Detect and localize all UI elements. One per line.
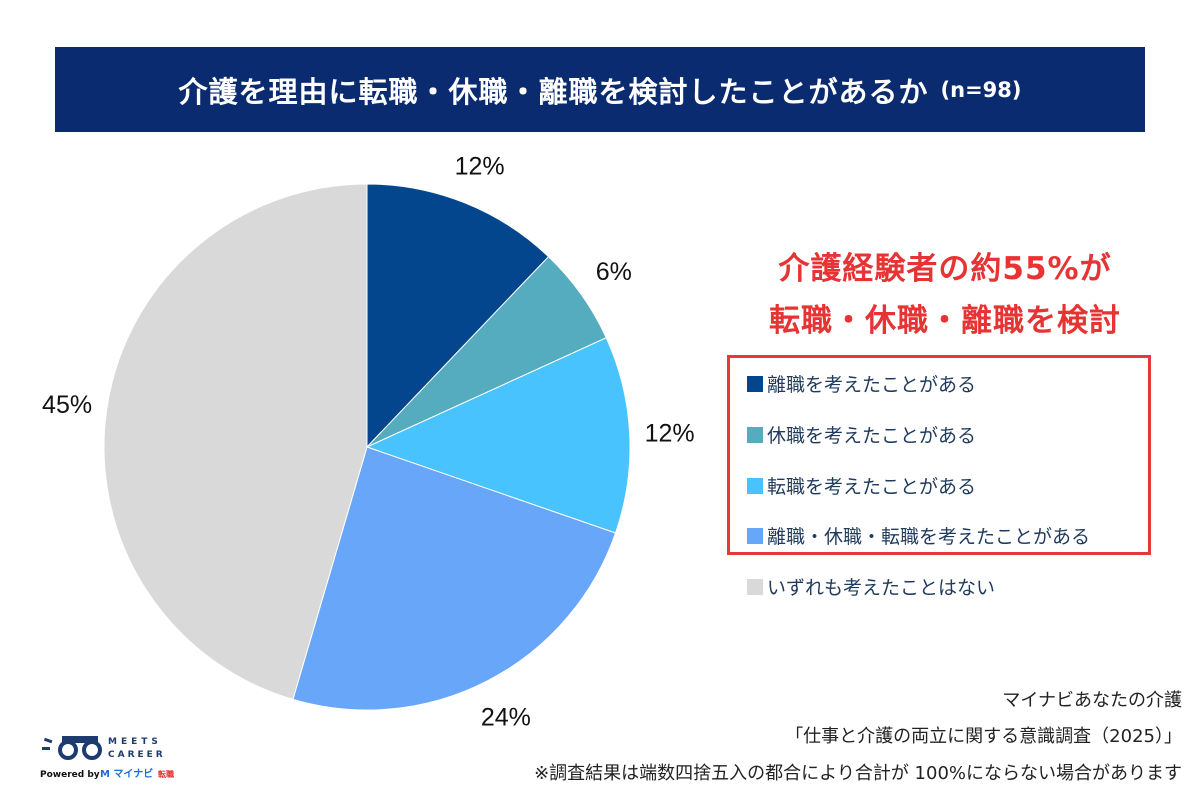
svg-text:転職: 転職 [158,769,174,779]
legend-item: 離職を考えたことがある [747,370,976,397]
legend-swatch [747,527,763,544]
pie-slice-2 [365,337,631,534]
pie-slice-3 [292,446,617,711]
pie-slice-4 [103,183,368,700]
legend-label: 転職を考えたことがある [767,476,977,498]
slice-label-2: 12% [645,420,695,448]
title-bar: 介護を理由に転職・休職・離職を検討したことがあるか (n=98) [55,47,1145,132]
source-survey: 「仕事と介護の両立に関する意識調査（2025）」 [785,726,1182,747]
slice-label-1: 6% [596,258,632,286]
svg-text:CAREER: CAREER [108,750,166,760]
meets-career-logo: MEETS CAREER Powered by M マイナビ 転職 [40,733,180,787]
legend-item: 転職を考えたことがある [747,472,976,499]
source-publisher: マイナビあなたの介護 [1002,690,1182,711]
legend-item: 離職・休職・転職を考えたことがある [747,522,1090,549]
svg-text:Powered by: Powered by [40,770,100,780]
slice-label-3: 24% [481,703,531,731]
legend-swatch [747,375,763,392]
sample-size: (n=98) [940,77,1022,102]
legend-label: いずれも考えたことはない [767,577,996,599]
legend-swatch [747,477,763,494]
headline-line2: 転職・休職・離職を検討 [769,303,1121,339]
legend-swatch [747,426,763,443]
slice-label-0: 12% [455,153,505,181]
chart-title: 介護を理由に転職・休職・離職を検討したことがあるか [178,74,929,109]
legend-label: 離職を考えたことがある [767,374,977,396]
footnote: ※調査結果は端数四捨五入の都合により合計が 100%にならない場合があります [534,763,1182,784]
legend-highlight-box [727,355,1151,555]
legend-label: 離職・休職・転職を考えたことがある [767,526,1091,548]
legend-label: 休職を考えたことがある [767,425,977,447]
svg-text:MEETS: MEETS [108,737,162,747]
headline-line1: 介護経験者の約55%が [778,251,1112,287]
svg-text:M マイナビ: M マイナビ [100,767,153,780]
slice-label-4: 45% [42,391,92,419]
legend-item: 休職を考えたことがある [747,421,976,448]
legend-item: いずれも考えたことはない [747,573,995,600]
pie-slice-0 [366,183,550,449]
legend-swatch [747,578,763,595]
